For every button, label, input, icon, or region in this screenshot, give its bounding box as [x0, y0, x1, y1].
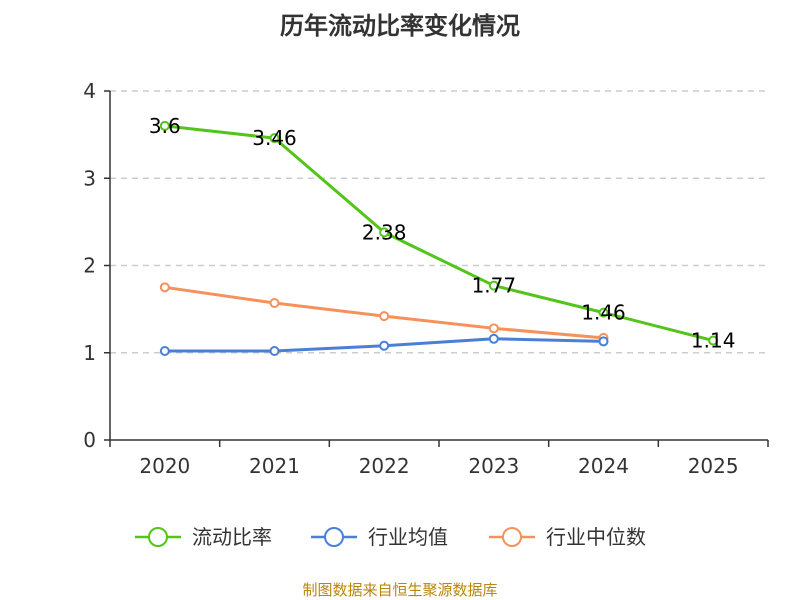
series-line-0 [163, 124, 715, 343]
legend-item-0[interactable]: 流动比率 [135, 525, 272, 549]
data-point[interactable] [708, 335, 719, 346]
data-label: 3.6 [149, 114, 181, 138]
legend-label: 流动比率 [192, 525, 272, 549]
data-point[interactable] [488, 280, 499, 291]
legend-label: 行业中位数 [546, 525, 646, 549]
data-point[interactable] [379, 227, 390, 238]
y-tick-label: 1 [83, 341, 96, 365]
data-point[interactable] [488, 323, 499, 334]
data-point[interactable] [159, 282, 170, 293]
data-point[interactable] [598, 336, 609, 347]
data-point[interactable] [269, 298, 280, 309]
axes: 0 1 2 3 4 2020 2021 2022 2023 2024 2025 [83, 79, 769, 478]
source-note: 制图数据来自恒生聚源数据库 [302, 581, 497, 599]
x-tick-label: 2025 [688, 454, 739, 478]
data-label: 1.77 [472, 274, 517, 298]
legend-marker-icon [324, 527, 344, 547]
data-point[interactable] [269, 346, 280, 357]
data-point[interactable] [269, 133, 280, 144]
x-tick-label: 2020 [139, 454, 190, 478]
y-tick-label: 4 [83, 79, 96, 103]
data-point[interactable] [159, 120, 170, 131]
x-tick-label: 2022 [359, 454, 410, 478]
data-labels: 3.6 3.46 2.38 1.77 1.46 1.14 [149, 114, 736, 353]
legend[interactable]: 流动比率 行业均值 行业中位数 [135, 525, 646, 549]
data-point[interactable] [379, 340, 390, 351]
y-tick-label: 0 [83, 428, 96, 452]
series-lines [159, 120, 719, 357]
data-point[interactable] [598, 307, 609, 318]
legend-item-2[interactable]: 行业中位数 [489, 525, 646, 549]
legend-label: 行业均值 [368, 525, 448, 549]
data-label: 3.46 [252, 126, 297, 150]
data-label: 2.38 [362, 220, 407, 244]
data-point[interactable] [488, 333, 499, 344]
legend-item-1[interactable]: 行业均值 [311, 525, 448, 549]
chart-title: 历年流动比率变化情况 [280, 12, 520, 40]
y-tick-label: 2 [83, 254, 96, 278]
x-tick-label: 2024 [578, 454, 629, 478]
data-label: 1.14 [691, 329, 736, 353]
data-point[interactable] [159, 346, 170, 357]
data-point[interactable] [379, 311, 390, 322]
legend-marker-icon [502, 527, 522, 547]
legend-marker-icon [148, 527, 168, 547]
x-tick-label: 2021 [249, 454, 300, 478]
x-tick-label: 2023 [468, 454, 519, 478]
data-label: 1.46 [581, 301, 626, 325]
y-tick-label: 3 [83, 166, 96, 190]
